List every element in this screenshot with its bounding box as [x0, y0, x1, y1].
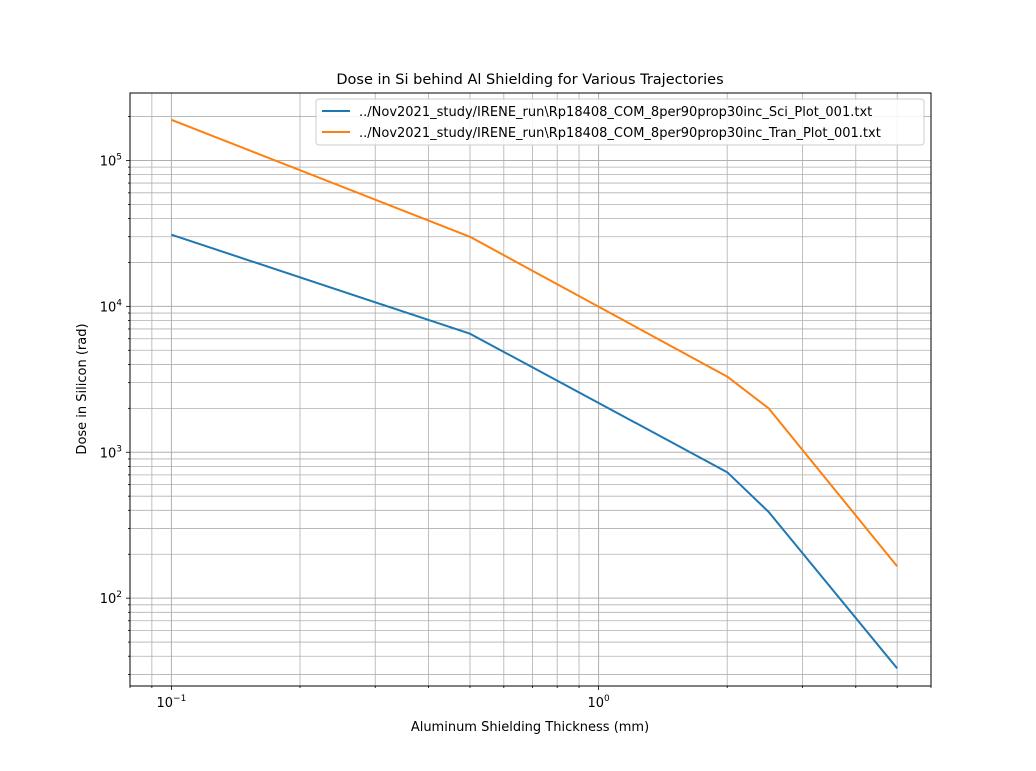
legend-label-sci: ../Nov2021_study/IRENE_run\Rp18408_COM_8… — [359, 105, 872, 120]
series-layer — [171, 118, 898, 670]
legend-box — [315, 98, 925, 146]
series-line-0 — [171, 233, 898, 670]
plot-frame — [129, 92, 932, 687]
series-line-1 — [171, 118, 898, 568]
x-tick-label: 100 — [587, 694, 610, 711]
legend: ../Nov2021_study/IRENE_run\Rp18408_COM_8… — [315, 98, 925, 146]
y-axis-label: Dose in Silicon (rad) — [75, 323, 90, 454]
x-axis-label: Aluminum Shielding Thickness (mm) — [411, 720, 649, 735]
y-tick-label: 102 — [100, 590, 122, 607]
x-tick-label: 10−1 — [156, 694, 186, 711]
chart-title: Dose in Si behind Al Shielding for Vario… — [336, 72, 723, 88]
tick-layer: 10−1 100 102 103 104 105 — [100, 116, 932, 711]
y-tick-label: 104 — [100, 298, 123, 315]
y-tick-label: 103 — [100, 444, 122, 461]
y-tick-label: 105 — [100, 152, 122, 169]
legend-label-tran: ../Nov2021_study/IRENE_run\Rp18408_COM_8… — [359, 126, 881, 141]
grid-layer — [129, 93, 932, 686]
